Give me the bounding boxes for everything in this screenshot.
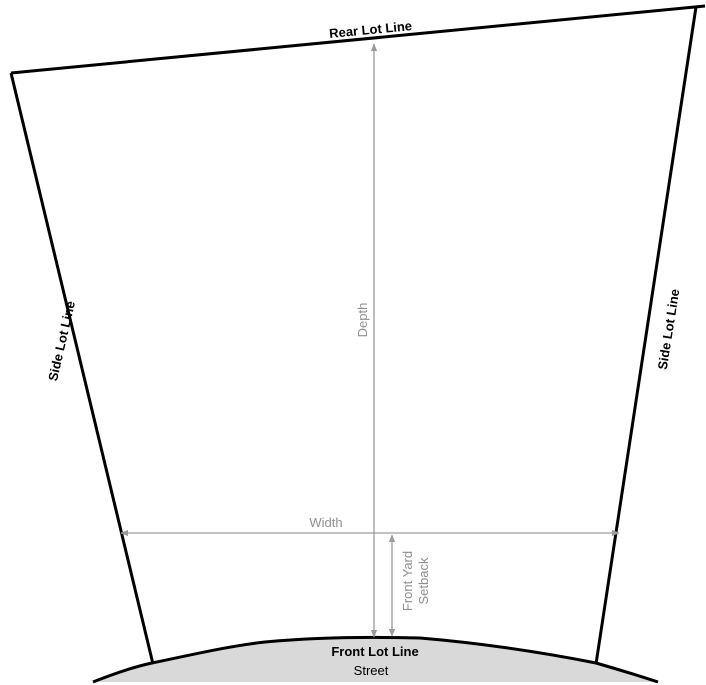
- side-lot-line-left-label: Side Lot Line: [45, 300, 78, 383]
- street-label: Street: [354, 663, 389, 678]
- side-lot-line-right-label: Side Lot Line: [655, 288, 683, 371]
- depth-label: Depth: [355, 303, 370, 338]
- side-lot-line-right: [594, 6, 698, 665]
- width-label: Width: [309, 515, 342, 530]
- side-lot-line-left: [9, 72, 155, 665]
- rear-lot-line: [10, 4, 706, 75]
- front-yard-setback-label-line1: Front Yard: [400, 551, 415, 611]
- front-yard-setback-label-line2: Setback: [416, 557, 431, 604]
- front-lot-line-label: Front Lot Line: [331, 644, 418, 659]
